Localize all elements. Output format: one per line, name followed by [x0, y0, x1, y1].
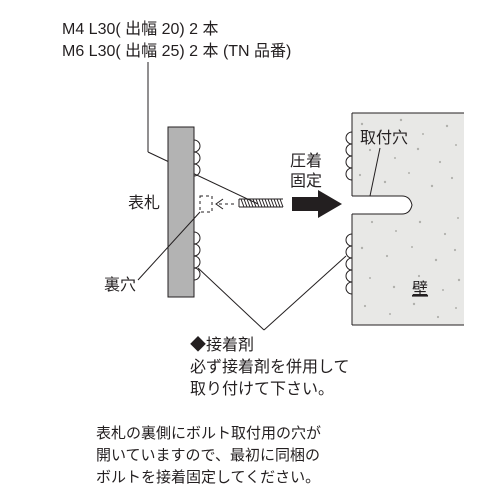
bolt — [239, 199, 283, 207]
small-arrow — [216, 199, 234, 209]
label-press-1: 圧着 — [290, 152, 322, 170]
label-mounting-hole: 取付穴 — [360, 129, 408, 147]
leader-adhesive-left — [198, 268, 264, 330]
adhesive-title: ◆接着剤 — [190, 336, 254, 354]
back-hole-box — [200, 196, 212, 212]
label-wall: 壁 — [412, 279, 428, 298]
adhesive-plate — [194, 140, 200, 280]
leader-adhesive-right — [264, 256, 346, 330]
footer-l1: 表札の裏側にボルト取付用の穴が — [96, 424, 321, 442]
spec-line-2: M6 L30( 出幅 25) 2 本 (TN 品番) — [62, 42, 291, 60]
label-back-hole: 裏穴 — [104, 275, 136, 294]
adhesive-note-1: 必ず接着剤を併用して — [190, 358, 350, 376]
adhesive-wall — [346, 132, 352, 294]
press-arrow — [292, 190, 342, 218]
spec-line-1: M4 L30( 出幅 20) 2 本 — [62, 20, 219, 38]
footer-l2: 開いていますので、最初に同梱の — [96, 447, 320, 464]
footer-l3: ボルトを接着固定してください。 — [96, 469, 320, 486]
label-nameplate: 表札 — [128, 194, 160, 212]
adhesive-note-2: 取り付けて下さい。 — [190, 380, 334, 398]
nameplate — [168, 127, 194, 297]
label-press-2: 固定 — [290, 172, 322, 190]
